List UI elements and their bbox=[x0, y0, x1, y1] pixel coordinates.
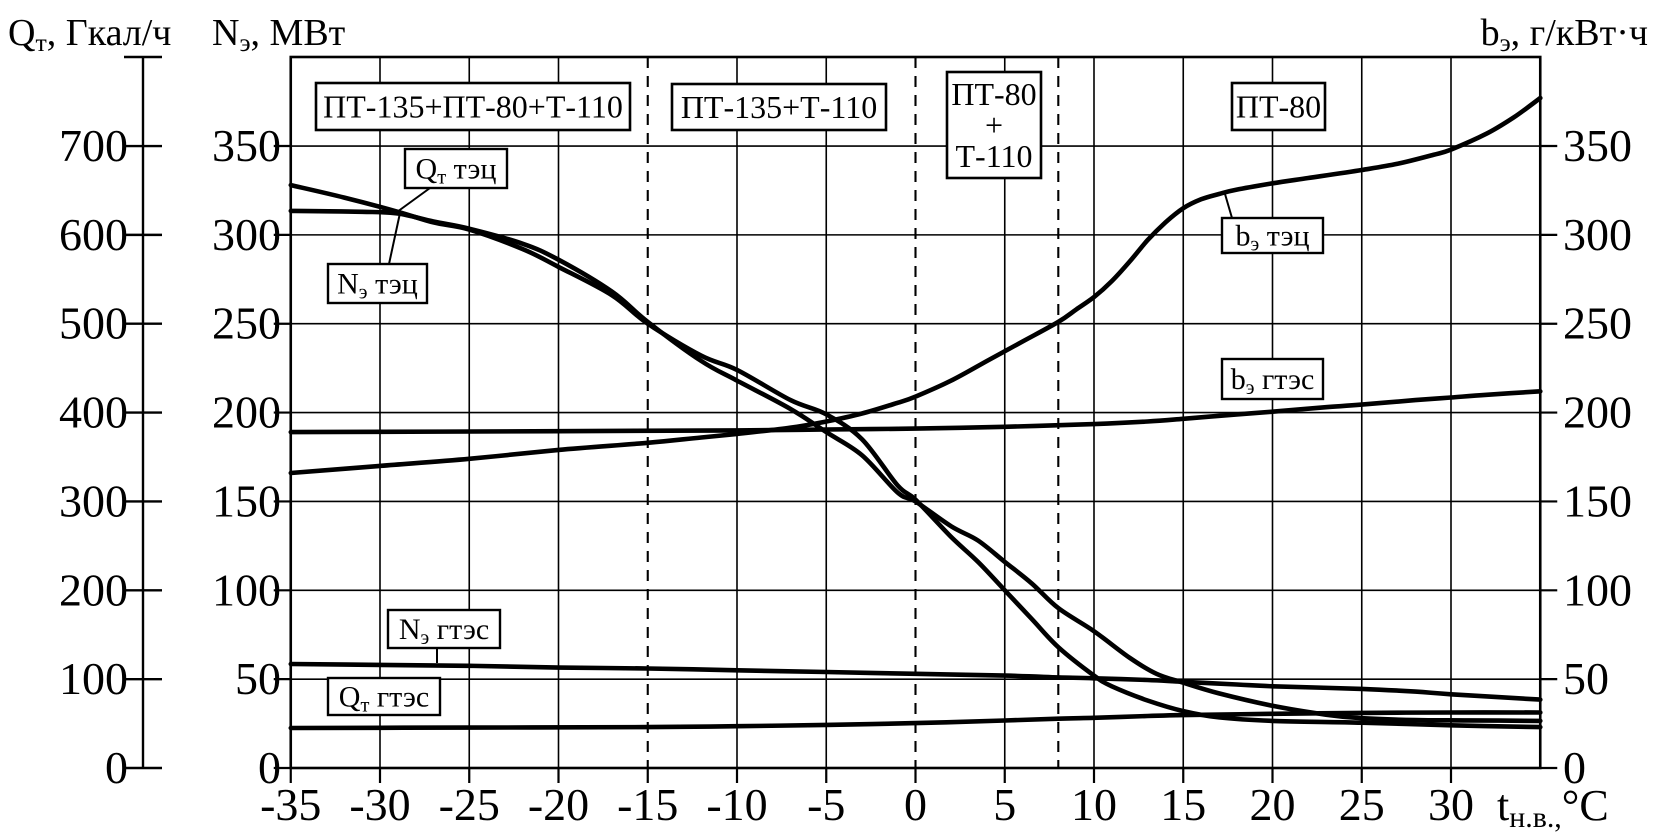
label-be-250: 250 bbox=[1563, 298, 1632, 349]
label-x-30: 30 bbox=[1428, 779, 1474, 830]
label-be-150: 150 bbox=[1563, 475, 1632, 526]
label-qt-300: 300 bbox=[59, 475, 128, 526]
label-be-300: 300 bbox=[1563, 209, 1632, 260]
label-qt-100: 100 bbox=[59, 653, 128, 704]
label-ne-300: 300 bbox=[212, 209, 281, 260]
region-pt80-t110-box bbox=[945, 70, 1043, 180]
region-pt80-t110-label: Т-110 bbox=[955, 138, 1032, 174]
region-pt80-t110-label: ПТ-80 bbox=[951, 76, 1036, 112]
label-qt-400: 400 bbox=[59, 387, 128, 438]
axis-titles: Qт, Гкал/ч Nэ, МВт bэ, г/кВт·ч bbox=[8, 12, 1648, 57]
label-be-0: 0 bbox=[1563, 742, 1586, 793]
callout-be-tec-box bbox=[1220, 216, 1325, 255]
label-qt-700: 700 bbox=[59, 120, 128, 171]
curve-callouts: Qт тэц Nэ тэц bэ тэц bэ гтэс Nэ гтэс Qт гтэс bbox=[326, 147, 1325, 717]
curve-be-gtes bbox=[288, 389, 1543, 435]
callout-be-tec-leader bbox=[1224, 193, 1233, 219]
axis-title-ne: Nэ, МВт bbox=[212, 12, 346, 57]
callout-be-gtes-label: bэ гтэс bbox=[1231, 363, 1315, 399]
callout-ne-gtes-box bbox=[386, 608, 502, 650]
label-ne-100: 100 bbox=[212, 564, 281, 615]
callout-ne-tec: Nэ тэц bbox=[326, 212, 429, 305]
region-pt135-pt80-t110: ПТ-135+ПТ-80+Т-110 bbox=[314, 81, 632, 132]
curve-ne-gtes bbox=[288, 661, 1543, 702]
callout-ne-tec-label: Nэ тэц bbox=[337, 268, 418, 304]
label-qt-500: 500 bbox=[59, 298, 128, 349]
label-x-5: 5 bbox=[993, 779, 1016, 830]
curve-qt-gtes bbox=[288, 710, 1543, 731]
curve-ne-tec bbox=[288, 208, 1543, 724]
callout-qt-gtes-label: Qт гтэс bbox=[339, 681, 429, 717]
label-ne-350: 350 bbox=[212, 120, 281, 171]
region-pt80-box bbox=[1230, 81, 1327, 132]
label-x--20: -20 bbox=[528, 779, 589, 830]
label-be-100: 100 bbox=[1563, 564, 1632, 615]
callout-ne-gtes-label: Nэ гтэс bbox=[399, 613, 489, 649]
label-ne-0: 0 bbox=[258, 742, 281, 793]
callout-be-tec-label: bэ тэц bbox=[1235, 220, 1309, 256]
label-x--5: -5 bbox=[807, 779, 845, 830]
label-x-10: 10 bbox=[1071, 779, 1117, 830]
callout-ne-gtes: Nэ гтэс bbox=[386, 608, 502, 663]
label-ne-250: 250 bbox=[212, 298, 281, 349]
label-qt-0: 0 bbox=[105, 742, 128, 793]
callout-be-gtes: bэ гтэс bbox=[1220, 357, 1325, 401]
label-x-15: 15 bbox=[1160, 779, 1206, 830]
label-x-25: 25 bbox=[1339, 779, 1385, 830]
axis-tick-labels: 7006005004003002001000350300250200150100… bbox=[59, 120, 1632, 834]
region-pt80-t110-label: + bbox=[985, 107, 1003, 143]
axis-title-be: bэ, г/кВт·ч bbox=[1481, 12, 1648, 57]
callout-qt-tec-box bbox=[403, 147, 509, 190]
callout-ne-tec-leader bbox=[388, 212, 401, 265]
label-x--25: -25 bbox=[439, 779, 500, 830]
curves bbox=[288, 95, 1543, 731]
region-pt80-label: ПТ-80 bbox=[1236, 89, 1321, 125]
callout-ne-tec-box bbox=[326, 262, 429, 305]
qt-axis bbox=[124, 55, 162, 770]
label-x--10: -10 bbox=[706, 779, 767, 830]
curve-be-tec bbox=[288, 95, 1543, 476]
callout-qt-gtes: Qт гтэс bbox=[326, 676, 442, 717]
callout-qt-tec: Qт тэц bbox=[396, 147, 509, 213]
callout-be-tec: bэ тэц bbox=[1220, 193, 1325, 256]
label-x-0: 0 bbox=[904, 779, 927, 830]
label-qt-600: 600 bbox=[59, 209, 128, 260]
label-ne-50: 50 bbox=[235, 653, 281, 704]
region-pt135-t110-box bbox=[670, 82, 888, 132]
label-be-50: 50 bbox=[1563, 653, 1609, 704]
label-x--15: -15 bbox=[617, 779, 678, 830]
axis-title-qt: Qт, Гкал/ч bbox=[8, 12, 171, 57]
callout-qt-tec-label: Qт тэц bbox=[416, 153, 497, 189]
axis-ticks bbox=[273, 144, 1558, 783]
region-labels: ПТ-135+ПТ-80+Т-110 ПТ-135+Т-110 ПТ-80+Т-11… bbox=[314, 70, 1327, 180]
label-x--30: -30 bbox=[349, 779, 410, 830]
label-x--35: -35 bbox=[260, 779, 321, 830]
label-x-20: 20 bbox=[1250, 779, 1296, 830]
region-pt135-t110-label: ПТ-135+Т-110 bbox=[681, 89, 877, 125]
region-pt80: ПТ-80 bbox=[1230, 81, 1327, 132]
label-qt-200: 200 bbox=[59, 564, 128, 615]
label-be-350: 350 bbox=[1563, 120, 1632, 171]
callout-be-gtes-box bbox=[1220, 357, 1325, 401]
region-pt80-t110: ПТ-80+Т-110 bbox=[945, 70, 1043, 180]
callout-qt-gtes-box bbox=[326, 676, 442, 717]
region-pt135-pt80-t110-label: ПТ-135+ПТ-80+Т-110 bbox=[323, 89, 623, 125]
label-ne-150: 150 bbox=[212, 475, 281, 526]
label-ne-200: 200 bbox=[212, 387, 281, 438]
label-be-200: 200 bbox=[1563, 387, 1632, 438]
callout-qt-tec-leader bbox=[396, 187, 431, 213]
x-axis-unit-label: tн.в.,°C bbox=[1497, 781, 1609, 834]
region-pt135-pt80-t110-box bbox=[314, 81, 632, 132]
region-pt135-t110: ПТ-135+Т-110 bbox=[670, 82, 888, 132]
